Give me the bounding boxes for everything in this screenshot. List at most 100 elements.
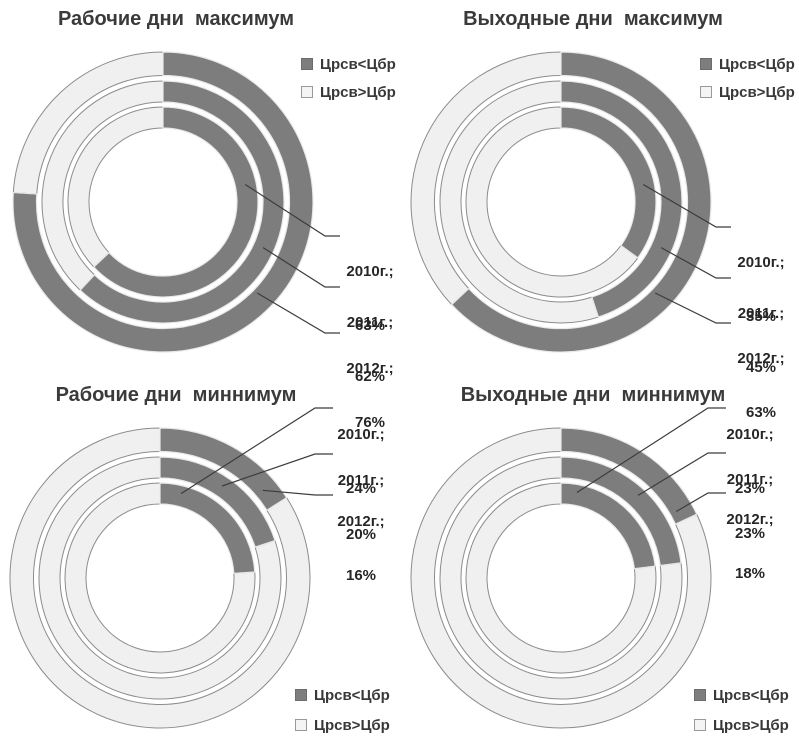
donut-rings-svg (410, 51, 731, 353)
leader-line-2010 (642, 183, 731, 228)
ring-2012-dark-slice (159, 427, 288, 512)
data-label-2010: 2010г.; 63% (338, 227, 402, 371)
data-label-2012: 2012г.; 16% (329, 477, 393, 621)
leader-line-2010 (576, 407, 726, 494)
leader-line-2012 (256, 292, 340, 334)
donut-rings-svg (410, 407, 726, 729)
data-label-line2: 24% (345, 480, 377, 497)
leader-line-2010 (180, 407, 333, 495)
legend-label: Црсв>Цбр (314, 716, 390, 734)
data-label-line1: 2012г.; (726, 511, 774, 528)
data-label-2010: 2010г.; 35% (729, 218, 793, 362)
chart-working-days-max: Рабочие дни максимум Црсв<Цбр Црсв>Цбр 2… (0, 0, 402, 431)
data-label-line2: 45% (745, 359, 777, 376)
leader-line-2012 (654, 292, 731, 324)
legend-swatch-dark-icon (301, 58, 313, 70)
ring-2011-dark-slice (560, 456, 682, 567)
legend-swatch-dark-icon (700, 58, 712, 70)
data-label-line1: 2012г.; (346, 360, 394, 377)
data-label-line1: 2011г.; (726, 471, 774, 488)
chart-title: Рабочие дни миннимум (55, 384, 297, 406)
legend: Црсв<Цбр Црсв>Цбр (301, 54, 396, 102)
leader-line-2011 (637, 452, 726, 496)
ring-2010-light-slice (465, 482, 657, 674)
donut-rings-svg (12, 51, 340, 353)
legend-item-light: Црсв>Цбр (694, 715, 789, 735)
data-label-2010: 2010г.; 24% (329, 390, 393, 534)
data-label-line1: 2010г.; (337, 426, 385, 443)
legend-label: Црсв<Цбр (314, 686, 390, 704)
chart-weekend-days-max: Выходные дни максимум Црсв<Цбр Црсв>Цбр … (399, 0, 799, 421)
data-label-line1: 2012г.; (337, 513, 385, 530)
legend-item-light: Црсв>Цбр (700, 82, 795, 102)
data-label-2011: 2011г.; 23% (718, 435, 782, 579)
ring-2010-light-slice (465, 106, 639, 298)
leader-line-2011 (660, 247, 731, 279)
data-label-2011: 2011г.; 20% (329, 436, 393, 580)
data-label-line2: 62% (354, 368, 386, 385)
data-label-line2: 76% (354, 414, 386, 431)
data-label-line1: 2011г.; (737, 305, 785, 322)
data-label-line2: 23% (734, 480, 766, 497)
legend-label: Црсв>Цбр (320, 83, 396, 101)
legend-swatch-dark-icon (295, 689, 307, 701)
data-label-line1: 2012г.; (737, 350, 785, 367)
legend-label: Црсв>Цбр (719, 83, 795, 101)
chart-title: Выходные дни миннимум (460, 384, 726, 406)
donut-rings-svg (9, 407, 333, 729)
chart-title: Выходные дни максимум (463, 8, 723, 30)
data-label-2012: 2012г.; 63% (729, 314, 793, 458)
legend-label: Црсв<Цбр (719, 55, 795, 73)
ring-2010-light-slice (64, 482, 256, 674)
data-label-line2: 18% (734, 565, 766, 582)
data-label-line2: 63% (745, 404, 777, 421)
data-label-line1: 2010г.; (737, 254, 785, 271)
leader-line-2011 (221, 453, 333, 487)
ring-2012-dark-slice (12, 51, 314, 353)
legend-item-dark: Црсв<Цбр (295, 685, 390, 705)
ring-2011-light-slice (439, 456, 683, 700)
leader-line-2010 (244, 183, 340, 237)
leader-line-2011 (262, 247, 340, 288)
leader-line-2012 (675, 492, 726, 513)
legend-item-light: Црсв>Цбр (295, 715, 390, 735)
data-label-line1: 2011г.; (346, 314, 394, 331)
ring-2010-dark-slice (92, 106, 259, 298)
ring-2010-dark-slice (159, 482, 256, 574)
data-label-line2: 20% (345, 526, 377, 543)
data-label-line1: 2010г.; (346, 263, 394, 280)
data-label-2011: 2011г.; 45% (729, 269, 793, 413)
legend-item-light: Црсв>Цбр (301, 82, 396, 102)
leader-line-2012 (262, 489, 333, 496)
ring-2011-light-slice (38, 456, 282, 700)
legend-label: Црсв<Цбр (320, 55, 396, 73)
legend: Црсв<Цбр Црсв>Цбр (694, 685, 789, 735)
legend-swatch-light-icon (700, 86, 712, 98)
data-label-2012: 2012г.; 18% (718, 475, 782, 619)
data-label-2011: 2011г.; 62% (338, 278, 402, 422)
data-label-line2: 23% (734, 525, 766, 542)
data-label-2010: 2010г.; 23% (718, 390, 782, 534)
legend: Црсв<Цбр Црсв>Цбр (700, 54, 795, 102)
data-label-line2: 63% (354, 317, 386, 334)
data-label-line2: 16% (345, 567, 377, 584)
legend-item-dark: Црсв<Цбр (700, 54, 795, 74)
ring-2012-light-slice (9, 427, 311, 729)
legend-swatch-light-icon (694, 719, 706, 731)
ring-2011-dark-slice (560, 80, 683, 318)
legend-label: Црсв<Цбр (713, 686, 789, 704)
data-label-line1: 2010г.; (726, 426, 774, 443)
legend-swatch-light-icon (295, 719, 307, 731)
ring-2010-dark-slice (560, 482, 656, 570)
data-label-2012: 2012г.; 76% (338, 324, 402, 468)
ring-2011-dark-slice (79, 80, 285, 324)
legend-swatch-dark-icon (694, 689, 706, 701)
chart-working-days-min: Рабочие дни миннимум Црсв<Цбр Црсв>Цбр 2… (0, 376, 400, 752)
ring-2012-dark-slice (560, 427, 698, 525)
ring-2012-light-slice (410, 427, 712, 729)
legend-item-dark: Црсв<Цбр (301, 54, 396, 74)
legend-item-dark: Црсв<Цбр (694, 685, 789, 705)
ring-2010-dark-slice (560, 106, 657, 259)
chart-weekend-days-min: Выходные дни миннимум Црсв<Цбр Црсв>Цбр … (399, 376, 799, 752)
